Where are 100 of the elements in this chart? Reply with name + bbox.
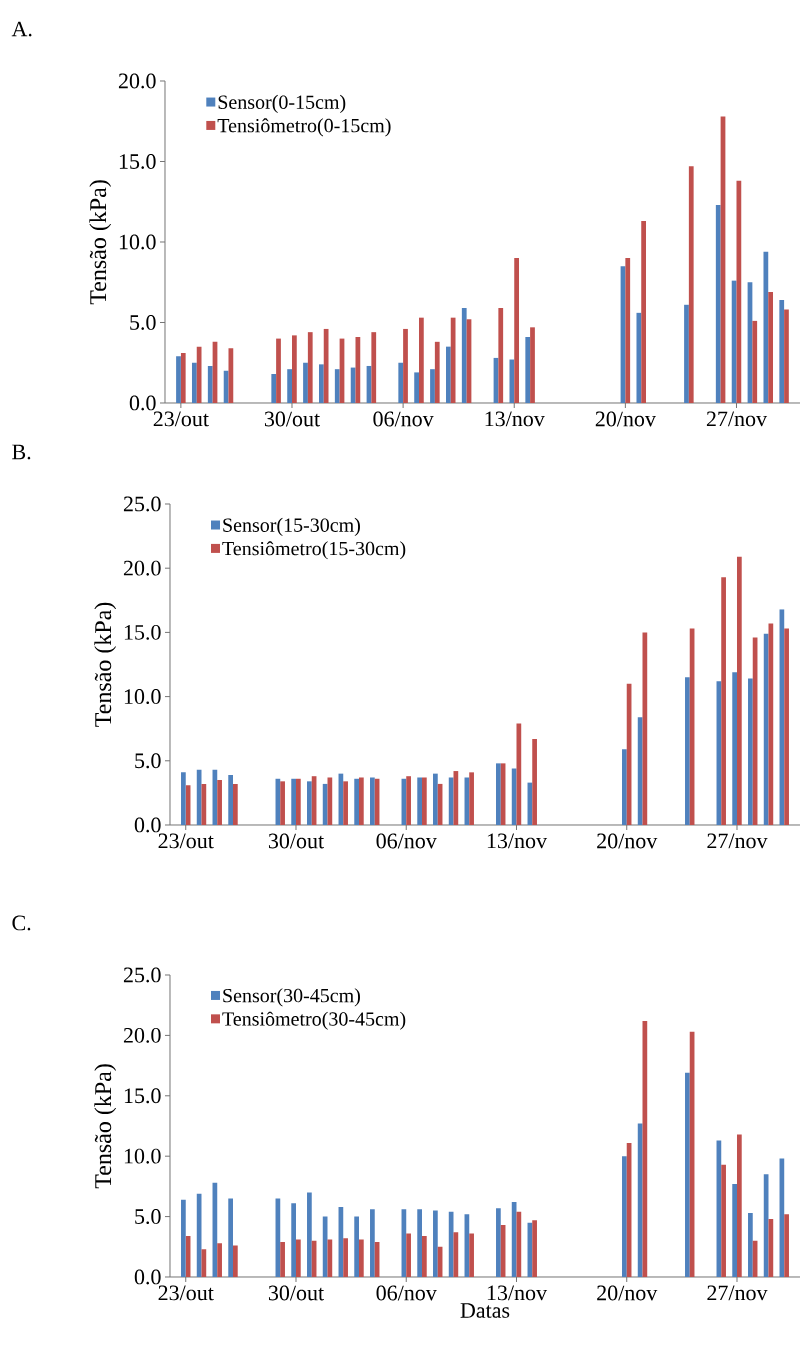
bar <box>201 1249 207 1277</box>
bar <box>291 778 296 825</box>
bar <box>359 777 364 825</box>
bar <box>201 783 207 825</box>
bar <box>276 338 281 403</box>
y-tick-label: 10.0 <box>119 234 156 250</box>
y-axis-title: Tensão (kPa) <box>94 602 117 727</box>
bar <box>622 1156 627 1277</box>
bar <box>343 1238 348 1277</box>
bar <box>779 299 785 403</box>
bar <box>530 327 535 403</box>
bar <box>180 353 186 403</box>
bar <box>327 1239 333 1277</box>
bar <box>509 359 515 403</box>
x-tick-label: 23/out <box>158 833 214 849</box>
x-tick-label: 20/nov <box>597 1285 658 1301</box>
y-tick-label: 10.0 <box>124 689 161 705</box>
y-tick-label: 5.0 <box>135 1209 161 1225</box>
bar <box>355 336 361 403</box>
legend-label: Sensor(30-45cm) <box>223 988 360 1007</box>
y-tick-label: 10.0 <box>124 1148 161 1164</box>
x-tick-label: 23/out <box>153 411 209 427</box>
bar <box>642 1020 648 1277</box>
bar <box>737 1134 742 1277</box>
bar <box>422 1235 427 1277</box>
bar <box>371 332 377 403</box>
bar <box>296 778 301 825</box>
legend-label: Tensiômetro(0-15cm) <box>217 118 391 137</box>
bar <box>327 777 333 825</box>
bar <box>398 362 404 403</box>
bar <box>688 166 694 403</box>
bar <box>532 1220 537 1277</box>
bar <box>287 369 292 403</box>
bar <box>748 678 753 825</box>
bar <box>732 1183 737 1277</box>
bar <box>715 204 721 403</box>
x-tick-label: 27/nov <box>707 1285 768 1301</box>
x-tick-label: 20/nov <box>597 833 658 849</box>
bar <box>228 1198 233 1277</box>
bar <box>307 1192 312 1277</box>
bar <box>469 1233 474 1277</box>
bar <box>684 304 689 403</box>
bar <box>450 317 456 403</box>
x-tick-label: 06/nov <box>373 411 434 427</box>
bar <box>516 723 522 825</box>
bar <box>280 1241 285 1277</box>
bar <box>370 777 375 825</box>
bar <box>748 1212 753 1277</box>
bar <box>343 781 348 825</box>
bar <box>307 332 313 403</box>
bar <box>191 362 197 403</box>
bar <box>291 1203 296 1277</box>
bar <box>354 778 359 825</box>
bar <box>296 1239 301 1277</box>
bar <box>721 1164 726 1277</box>
chart-title: C. <box>12 915 31 931</box>
bar <box>453 771 459 825</box>
bar <box>354 1216 359 1277</box>
bar <box>763 251 769 403</box>
y-tick-label: 0.0 <box>134 1269 161 1285</box>
bar <box>532 738 537 825</box>
legend-label: Sensor(0-15cm) <box>218 94 346 113</box>
bar <box>768 291 773 403</box>
bar <box>768 1219 774 1277</box>
bar <box>685 677 690 825</box>
bar <box>370 1209 375 1277</box>
y-axis-title: Tensão (kPa) <box>89 180 112 305</box>
y-tick-label: 15.0 <box>119 154 156 169</box>
x-tick-label: 23/out <box>158 1285 214 1301</box>
bar <box>181 1199 186 1277</box>
bar <box>784 1214 789 1277</box>
bar <box>430 369 435 403</box>
bar <box>307 781 312 825</box>
y-tick-label: 20.0 <box>123 560 161 576</box>
bar <box>752 320 758 403</box>
bar <box>642 632 648 825</box>
bar <box>334 369 340 403</box>
x-tick-label: 13/nov <box>485 411 545 427</box>
bar <box>784 628 789 825</box>
x-tick-label: 27/nov <box>707 833 768 849</box>
y-tick-label: 0.0 <box>134 817 161 833</box>
bar <box>181 772 186 825</box>
bar <box>496 1208 501 1277</box>
bar <box>196 346 202 403</box>
bar <box>433 773 438 825</box>
bar <box>736 180 742 403</box>
chart-title: A. <box>11 21 32 37</box>
bar <box>433 1210 438 1277</box>
x-tick-label: 06/nov <box>376 833 437 849</box>
bar <box>419 317 424 403</box>
y-tick-label: 15.0 <box>124 624 161 640</box>
bar <box>406 1233 411 1277</box>
bar <box>233 783 238 825</box>
bar <box>292 335 297 403</box>
bar <box>434 341 440 403</box>
bar <box>737 556 742 825</box>
bar <box>233 1245 238 1277</box>
bar <box>414 372 419 403</box>
y-tick-label: 20.0 <box>123 1027 161 1043</box>
y-axis-title: Tensão (kPa) <box>94 1064 117 1189</box>
